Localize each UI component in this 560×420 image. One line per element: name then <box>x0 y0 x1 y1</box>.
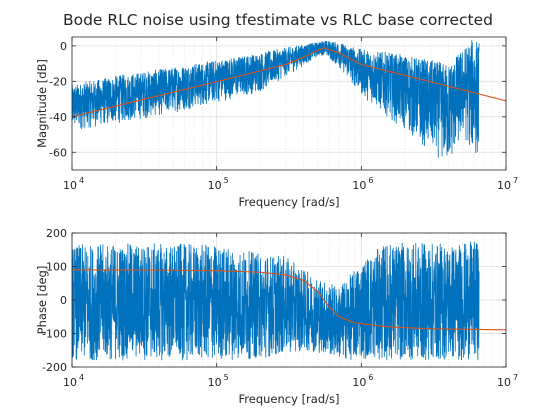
phase-x-tick-label: 10 <box>497 376 511 389</box>
phase-y-tick-label: -100 <box>42 328 67 341</box>
mag-x-tick-label: 10 <box>352 179 366 192</box>
phase-plot-group <box>72 241 506 361</box>
phase-x-tick-label: 10 <box>352 376 366 389</box>
phase-y-tick-label: -200 <box>42 361 67 374</box>
mag-x-axis-label: Frequency [rad/s] <box>239 195 340 209</box>
phase-x-tick-label: 10 <box>63 376 77 389</box>
phase-y-tick-label: 0 <box>60 294 67 307</box>
mag-axes-box <box>71 36 507 171</box>
phase-x-tick-label: 10 <box>208 376 222 389</box>
mag-x-tick-label: 10 <box>497 179 511 192</box>
phase-x-tick-exponent: 7 <box>513 373 518 382</box>
mag-plot-group <box>72 39 506 158</box>
mag-x-tick-exponent: 4 <box>79 176 84 185</box>
mag-estimate-line <box>72 39 480 158</box>
mag-x-tick-label: 10 <box>63 179 77 192</box>
phase-x-tick-exponent: 4 <box>79 373 84 382</box>
mag-x-tick-label: 10 <box>208 179 222 192</box>
phase-estimate-line <box>72 241 480 361</box>
phase-x-tick-exponent: 5 <box>224 373 229 382</box>
phase-y-axis-label: Phase [deg] <box>35 266 49 335</box>
mag-x-tick-exponent: 6 <box>368 176 373 185</box>
mag-x-tick-exponent: 5 <box>224 176 229 185</box>
figure-title: Bode RLC noise using tfestimate vs RLC b… <box>63 11 493 29</box>
phase-x-axis-label: Frequency [rad/s] <box>239 392 340 406</box>
mag-y-tick-label: 0 <box>60 40 67 53</box>
phase-y-tick-label: 200 <box>46 227 67 240</box>
phase-x-tick-exponent: 6 <box>368 373 373 382</box>
phase-y-tick-label: 100 <box>46 261 67 274</box>
mag-y-tick-label: -20 <box>49 75 67 88</box>
mag-x-tick-exponent: 7 <box>513 176 518 185</box>
mag-model-line <box>72 47 506 118</box>
mag-y-tick-label: -40 <box>49 111 67 124</box>
phase-model-line <box>72 269 506 331</box>
mag-y-tick-label: -60 <box>49 146 67 159</box>
mag-y-axis-label: Magnitude [dB] <box>35 59 49 148</box>
